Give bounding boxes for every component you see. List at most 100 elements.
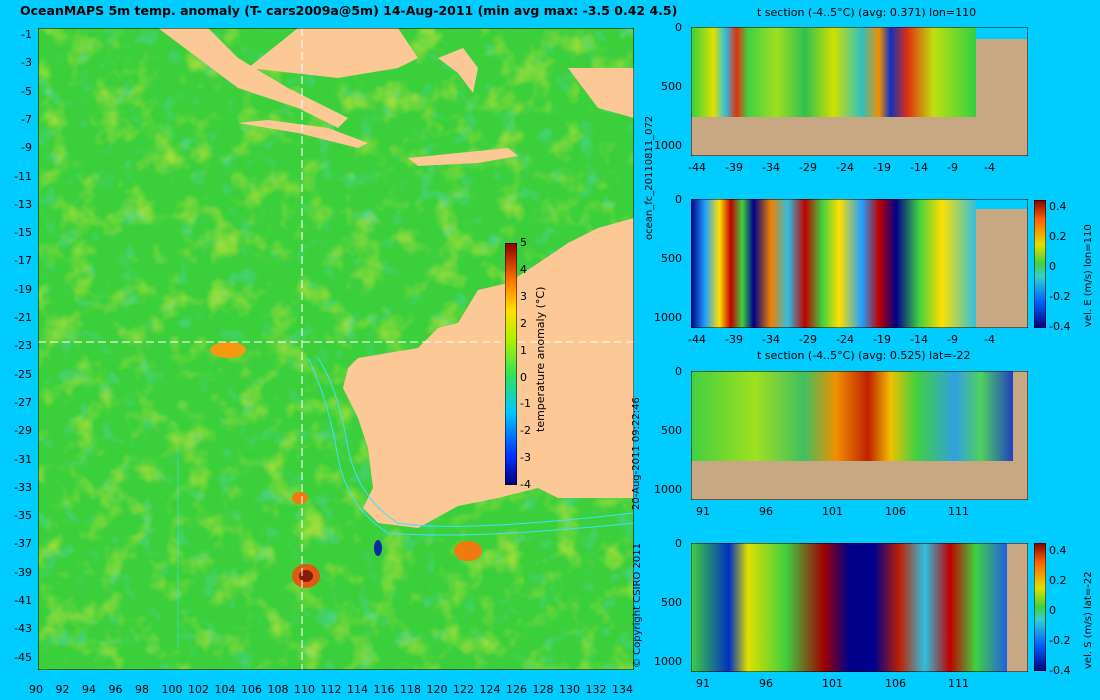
map-x-tick: 106 (241, 683, 262, 696)
panel3-y-tick: 0 (675, 365, 682, 378)
map-x-tick: 118 (400, 683, 421, 696)
panel2-y-tick: 500 (661, 252, 682, 265)
map-y-tick: -37 (14, 537, 32, 551)
map-y-tick: -39 (14, 565, 32, 579)
panel3-x-tick: 96 (759, 505, 773, 518)
map-x-tick: 126 (506, 683, 527, 696)
borneo-land (248, 28, 418, 78)
map-y-tick: -5 (21, 84, 32, 98)
map-colorbar-tick: 5 (520, 236, 527, 249)
map-x-tick: 90 (29, 683, 43, 696)
panel4-section (691, 543, 1028, 672)
vel-s-label: vel. S (m/s) lat=-22 (1083, 571, 1094, 669)
map-colorbar-label: temperature anomaly (°C) (534, 286, 547, 432)
map-y-tick: -25 (14, 367, 32, 381)
vel-e-label: vel. E (m/s) lon=110 (1083, 224, 1094, 327)
map-y-tick: -23 (14, 339, 32, 353)
panel4-colorbar-tick: -0.2 (1049, 634, 1071, 647)
map-colorbar-tick: -2 (520, 424, 531, 438)
panel2-x-tick: -29 (799, 333, 817, 346)
panel2-y-tick: 1000 (654, 311, 682, 324)
map-y-tick: -29 (14, 424, 32, 438)
map-x-tick: 112 (320, 683, 342, 696)
map-x-tick: 132 (585, 683, 607, 696)
vel-e-colorbar (1034, 200, 1046, 328)
panel4-x-tick: 106 (885, 677, 906, 690)
map-colorbar-tick: 1 (520, 343, 527, 357)
panel1-x-tick: -39 (725, 161, 743, 174)
map-y-tick: -1 (21, 28, 32, 41)
bathymetry-contour (317, 357, 634, 527)
panel2-colorbar-tick: -0.2 (1049, 290, 1071, 303)
map-x-tick: 130 (559, 683, 580, 696)
panel3-x-tick: 91 (696, 505, 710, 518)
map-x-tick: 122 (453, 683, 474, 696)
map-y-tick: -7 (21, 112, 32, 126)
panel2-colorbar-tick: 0.2 (1049, 230, 1067, 243)
forecast-id-label: ocean_fc_20110811_072 (644, 115, 655, 240)
panel3-y-tick: 1000 (654, 483, 682, 496)
panel4-colorbar-tick: 0.2 (1049, 574, 1067, 587)
copyright-label: © Copyright CSIRO 2011 (632, 543, 643, 668)
panel1-x-tick: -34 (762, 161, 780, 174)
panel1-y-tick: 0 (675, 21, 682, 34)
panel3-x-tick: 111 (948, 505, 969, 518)
map-x-tick: 92 (55, 683, 70, 696)
map-colorbar (505, 243, 517, 485)
panel2-colorbar-tick: 0 (1049, 260, 1056, 273)
panel2-x-tick: -44 (688, 333, 706, 346)
map-y-tick: -3 (21, 56, 32, 70)
cold-eddy (374, 540, 382, 556)
panel2-x-tick: -9 (947, 333, 958, 346)
panel1-x-tick: -44 (688, 161, 706, 174)
panel1-y-tick: 500 (661, 80, 682, 93)
panel2-section (691, 199, 1028, 328)
map-y-tick: -31 (14, 452, 32, 466)
map-y-tick: -43 (14, 622, 32, 636)
map-y-tick: -11 (14, 169, 32, 183)
panel1-x-tick: -14 (910, 161, 928, 174)
panel1-x-tick: -24 (836, 161, 854, 174)
panel3-title: t section (-4..5°C) (avg: 0.525) lat=-22 (757, 349, 971, 362)
map-colorbar-tick: 0 (520, 370, 527, 384)
panel4-x-tick: 111 (948, 677, 969, 690)
map-colorbar-tick: -1 (520, 397, 531, 411)
map-x-tick: 96 (108, 683, 123, 696)
vel-s-colorbar (1034, 543, 1046, 671)
panel3-x-tick: 106 (885, 505, 906, 518)
map-x-tick: 104 (214, 683, 236, 696)
panel2-x-tick: -39 (725, 333, 743, 346)
panel4-y-tick: 1000 (654, 655, 682, 668)
panel2-x-tick: -34 (762, 333, 780, 346)
timestamp-label: 20-Aug-2011 09:22:46 (631, 397, 642, 510)
map-x-tick: 116 (373, 683, 395, 696)
map-x-tick: 110 (294, 683, 315, 696)
map-x-tick: 98 (135, 683, 149, 696)
map-y-tick: -9 (21, 141, 32, 155)
panel4-y-tick: 500 (661, 596, 682, 609)
panel1-x-tick: -29 (799, 161, 817, 174)
map-colorbar-tick: 3 (520, 289, 527, 303)
map-y-tick: -27 (14, 395, 32, 409)
panel3-y-tick: 500 (661, 424, 682, 437)
map-y-tick: -41 (14, 594, 32, 607)
map-title: OceanMAPS 5m temp. anomaly (T- cars2009a… (20, 3, 678, 18)
anomaly-map (38, 28, 634, 670)
newguinea-land (568, 68, 634, 118)
map-colorbar-tick: 2 (520, 316, 527, 330)
panel4-colorbar-tick: 0 (1049, 604, 1056, 617)
map-y-tick: -13 (14, 197, 32, 211)
panel1-x-tick: -19 (873, 161, 891, 174)
map-x-tick: 134 (612, 683, 633, 696)
map-colorbar-tick: -4 (520, 478, 531, 492)
panel3-x-tick: 101 (822, 505, 843, 518)
panel1-y-tick: 1000 (654, 139, 682, 152)
panel2-y-tick: 0 (675, 193, 682, 206)
panel3-section (691, 371, 1028, 500)
java-land (238, 120, 368, 148)
panel4-colorbar-tick: 0.4 (1049, 544, 1067, 557)
panel4-x-tick: 101 (822, 677, 843, 690)
map-x-tick: 114 (347, 683, 368, 696)
sumatra-land (158, 28, 348, 128)
panel1-title: t section (-4..5°C) (avg: 0.371) lon=110 (757, 6, 977, 19)
